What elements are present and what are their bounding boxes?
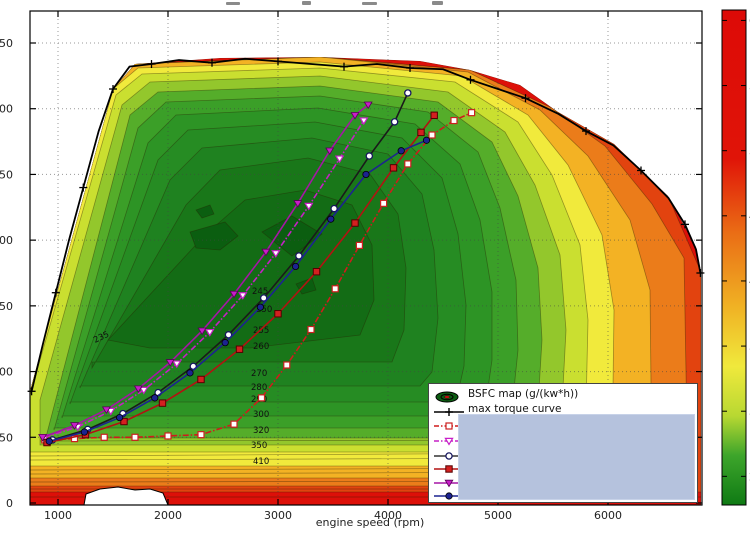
y-tick-label: 200 [0, 234, 13, 247]
plus-line-swatch [434, 407, 464, 416]
contour-label: 300 [253, 410, 269, 420]
legend-entry-plus-line: max torque curve [433, 402, 562, 416]
contour-label: 270 [251, 369, 267, 379]
contour-label: 260 [253, 342, 269, 352]
y-tick-label: 300 [0, 103, 13, 116]
contour-band-core [261, 215, 323, 257]
legend-entry-label: BSFC map (g/(kw*h)) [468, 387, 579, 400]
x-tick-label: 4000 [374, 509, 402, 522]
series-open-square-red-dashdot [41, 109, 476, 444]
clipped-title-fragment [226, 2, 240, 5]
series-filled-triangle-magenta-solid [38, 101, 373, 442]
series-line [46, 114, 435, 444]
series-line [42, 104, 369, 439]
contour-band-core [195, 204, 215, 219]
x-axis-label: engine speed (rpm) [315, 516, 425, 529]
contour-label: 320 [253, 426, 269, 436]
legend-entry-label: max torque curve [468, 402, 562, 415]
max-torque-curve [27, 57, 705, 396]
contour-band-core [189, 221, 239, 251]
series-line [48, 139, 427, 443]
contour-label: 245 [252, 287, 268, 297]
clipped-title-fragment [362, 2, 377, 5]
axis-ticks [30, 11, 702, 505]
x-tick-label: 6000 [594, 509, 622, 522]
x-tick-label: 3000 [264, 509, 292, 522]
colorbar [721, 9, 747, 506]
y-tick-label: 0 [6, 497, 13, 510]
legend: BSFC map (g/(kw*h)) max torque curve [428, 383, 698, 503]
contour-map [30, 57, 701, 505]
x-tick-label: 5000 [484, 509, 512, 522]
clipped-title-fragment [302, 1, 311, 5]
plot-box [29, 10, 703, 506]
legend-text-overlay [458, 414, 695, 500]
series-open-triangle-magenta-dashdot [40, 117, 369, 442]
contour-label: 350 [251, 441, 267, 451]
x-tick-label: 1000 [44, 509, 72, 522]
bsfc-map-icon [435, 391, 459, 402]
y-tick-label: 50 [0, 431, 13, 444]
y-tick-label: 350 [0, 37, 13, 50]
contour-label: 250 [256, 305, 272, 315]
contour-label: 410 [253, 457, 269, 467]
contour-hole [83, 486, 169, 505]
y-tick-label: 100 [0, 366, 13, 379]
x-tick-label: 2000 [154, 509, 182, 522]
y-tick-label: 150 [0, 300, 13, 313]
legend-entry-bsfc-map: BSFC map (g/(kw*h)) [433, 387, 579, 402]
clipped-title-fragment [432, 1, 443, 5]
contour-label: 255 [253, 326, 269, 336]
y-tick-label: 250 [0, 168, 13, 181]
contour-label: 280 [251, 383, 267, 393]
series-filled-circle-blue-solid [45, 136, 431, 445]
